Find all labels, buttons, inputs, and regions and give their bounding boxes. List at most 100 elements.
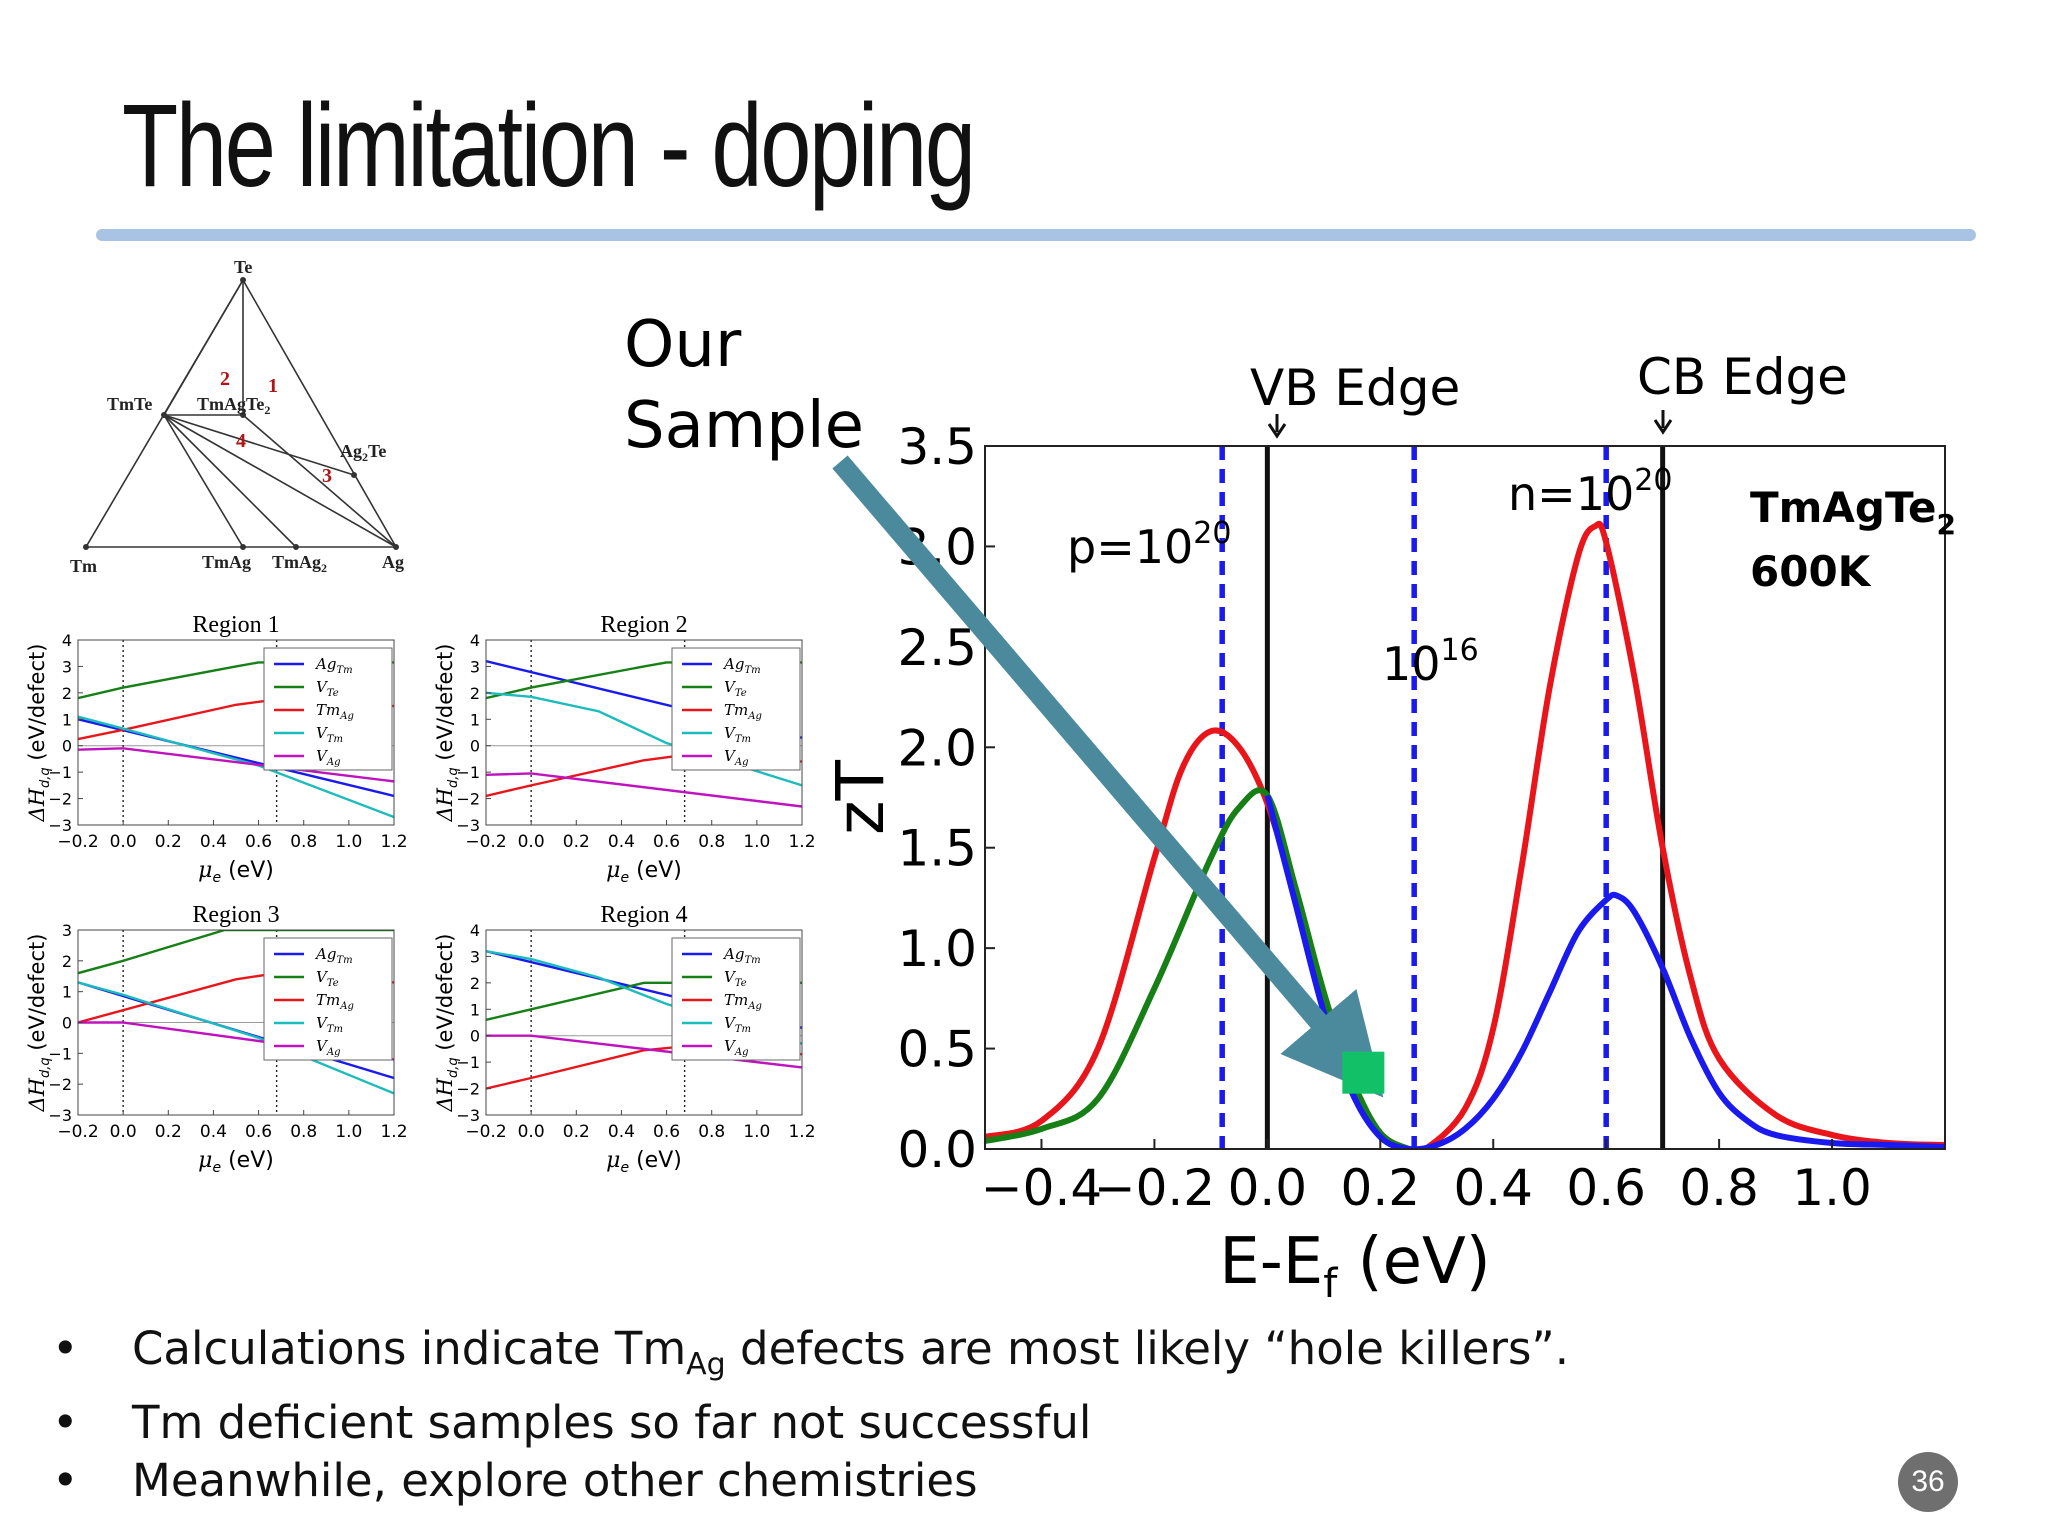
y-tick-label: −3: [456, 816, 480, 835]
plot-area: [985, 446, 1945, 1149]
y-tick-label: 3.5: [897, 418, 977, 476]
y-tick-label: 3: [470, 947, 480, 966]
series-line: [78, 718, 394, 798]
x-tick-label: 0.4: [1453, 1159, 1533, 1217]
legend-entry: VTe: [724, 968, 747, 989]
y-tick-label: 3: [62, 657, 72, 676]
x-axis-label: μe (eV): [606, 858, 682, 886]
region-chart-title: Region 4: [600, 902, 687, 928]
x-tick-label: 0.8: [290, 832, 317, 852]
x-tick-label: 0.2: [563, 1122, 590, 1142]
y-tick-label: −2: [48, 1075, 72, 1094]
y-tick-label: −1: [48, 1044, 72, 1063]
x-tick-label: −0.2: [465, 1122, 506, 1142]
region-1-chart: Region 1 −0.2 0.0 0.2 0.4 0.6 0.8 1.0 1.2 −3 −2 −1 0…: [25, 612, 408, 886]
x-tick-label: 0.6: [245, 832, 272, 852]
y-tick-label: −3: [48, 816, 72, 835]
y-axis-label: ΔHd,q (eV/defect): [25, 934, 53, 1113]
x-axis-label: μe (eV): [198, 858, 274, 886]
x-tick-label: 0.0: [1228, 1159, 1308, 1217]
x-tick-label: 1.0: [1792, 1159, 1872, 1217]
y-tick-label: 0.0: [897, 1121, 977, 1179]
x-tick-label: 0.2: [155, 832, 182, 852]
region-2-chart: Region 2 −0.2 0.0 0.2 0.4 0.6 0.8 1.0 1.2 −3 −2 −1 0…: [433, 612, 816, 886]
y-tick-label: −3: [456, 1106, 480, 1125]
phase-label-tmagte2: TmAgTe2: [197, 394, 270, 417]
x-tick-label: 0.2: [563, 832, 590, 852]
legend-entry: VTm: [724, 1014, 751, 1035]
x-tick-label: −0.2: [57, 832, 98, 852]
region-number-1: 1: [268, 375, 278, 397]
y-tick-label: 1: [62, 710, 72, 729]
temperature-label: 600K: [1750, 547, 1872, 596]
plot-frame: [984, 445, 1946, 1150]
x-tick-label: 0.0: [110, 1122, 137, 1142]
series-line: [78, 715, 394, 819]
x-tick-label: 1.2: [380, 1122, 407, 1142]
bullet-list: Calculations indicate TmAg defects are m…: [52, 1320, 1569, 1510]
plot-frame: [485, 639, 803, 826]
x-tick-label: 0.0: [518, 1122, 545, 1142]
x-tick-label: 1.2: [380, 832, 407, 852]
intrinsic-concentration-label: 1016: [1382, 633, 1479, 691]
x-tick-label: 1.0: [743, 832, 770, 852]
legend-entry: VTe: [316, 968, 339, 989]
plot-frame: [77, 639, 395, 826]
vb-edge-label: VB Edge: [1250, 359, 1460, 417]
y-tick-label: 4: [62, 631, 72, 650]
legend-entry: VTm: [316, 1014, 343, 1035]
legend-entry: VTe: [724, 678, 747, 699]
y-tick-label: 1: [470, 710, 480, 729]
y-tick-label: 0: [62, 737, 72, 756]
x-tick-label: 0.8: [698, 832, 725, 852]
y-tick-label: 2: [62, 952, 72, 971]
cb-edge-arrow: [1653, 410, 1673, 435]
series-line: [78, 981, 394, 1095]
our-sample-label: Sample: [624, 389, 864, 463]
y-tick-label: −3: [48, 1106, 72, 1125]
legend-entry: VTm: [316, 724, 343, 745]
x-tick-label: 0.2: [1341, 1159, 1421, 1217]
region-chart-title: Region 2: [600, 612, 687, 638]
x-tick-label: 0.4: [200, 1122, 227, 1142]
y-tick-label: −2: [456, 790, 480, 809]
region-number-3: 3: [322, 465, 332, 487]
legend-entry: AgTm: [722, 655, 761, 676]
x-tick-label: 0.8: [290, 1122, 317, 1142]
y-tick-label: 1: [470, 1000, 480, 1019]
y-tick-label: 1: [62, 983, 72, 1002]
x-tick-label: 0.6: [653, 1122, 680, 1142]
y-axis-label: ΔHd,q (eV/defect): [433, 644, 461, 823]
y-tick-label: 0: [470, 1027, 480, 1046]
legend-entry: VTm: [724, 724, 751, 745]
bullet-item: Calculations indicate TmAg defects are m…: [52, 1320, 1569, 1394]
y-tick-label: 2: [62, 684, 72, 703]
y-tick-label: 4: [470, 921, 480, 940]
y-tick-label: 4: [470, 631, 480, 650]
phase-label-tmag2: TmAg2: [272, 552, 327, 575]
region-chart-title: Region 1: [192, 612, 279, 638]
y-tick-label: −2: [456, 1080, 480, 1099]
legend-entry: TmAg: [316, 991, 354, 1012]
x-tick-label: 0.6: [1566, 1159, 1646, 1217]
y-tick-label: 0: [470, 737, 480, 756]
y-tick-label: 0.5: [897, 1021, 977, 1079]
phase-label-tmag: TmAg: [202, 552, 251, 572]
region-number-4: 4: [236, 430, 246, 452]
x-tick-label: 0.8: [1679, 1159, 1759, 1217]
our-sample-marker: [1342, 1051, 1385, 1094]
legend-entry: TmAg: [724, 991, 762, 1012]
x-tick-label: 0.4: [608, 1122, 635, 1142]
vb-edge-arrow: [1267, 414, 1287, 439]
y-tick-label: 2: [470, 974, 480, 993]
x-tick-label: 0.0: [110, 832, 137, 852]
x-tick-label: 0.8: [698, 1122, 725, 1142]
x-tick-label: 1.0: [335, 1122, 362, 1142]
x-tick-label: 1.0: [335, 832, 362, 852]
legend-entry: VAg: [724, 1037, 748, 1058]
legend-entry: AgTm: [722, 945, 761, 966]
legend-entry: VAg: [316, 747, 340, 768]
y-tick-label: 2.0: [897, 719, 977, 777]
y-tick-label: 3: [470, 657, 480, 676]
series-line: [78, 930, 394, 975]
